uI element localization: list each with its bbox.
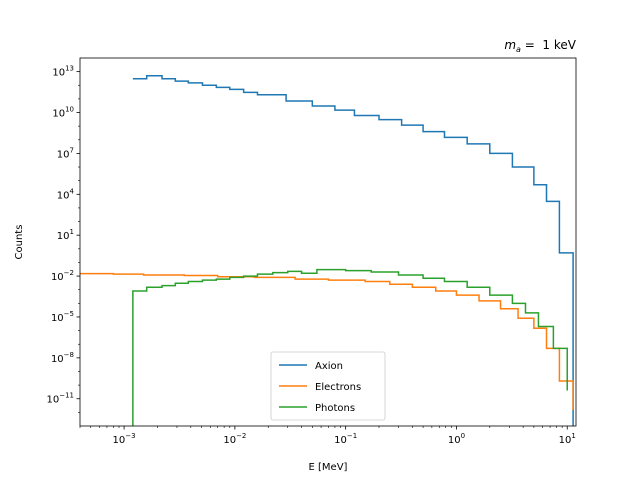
y-tick-label: 10−11 (46, 392, 74, 406)
legend-label-axion: Axion (315, 361, 343, 372)
x-tick-label: 101 (559, 432, 576, 446)
x-axis-ticks: 10−3 10−2 10−1 100 101 (79, 426, 576, 446)
y-tick-label: 1013 (52, 65, 74, 79)
title-rest: = 1 keV (521, 38, 577, 52)
chart-title: ma = 1 keV (504, 38, 576, 54)
series-line-axion (132, 74, 574, 426)
y-tick-label: 104 (57, 187, 75, 201)
axes-frame (79, 57, 577, 427)
legend-label-photons: Photons (315, 403, 355, 414)
series-line-electrons (80, 272, 574, 410)
y-tick-label: 101 (57, 228, 74, 242)
y-tick-label: 10−8 (51, 351, 74, 365)
title-math: m (504, 38, 516, 52)
series-line-photons (132, 268, 568, 426)
y-tick-label: 107 (57, 146, 74, 160)
y-tick-label: 10−2 (51, 269, 74, 283)
y-axis-label: Counts (14, 225, 25, 260)
x-tick-label: 10−3 (113, 432, 136, 446)
plot-area (79, 57, 577, 427)
y-tick-label: 1010 (52, 106, 74, 120)
legend-label-electrons: Electrons (315, 382, 361, 393)
y-axis-ticks: 1013 1010 107 104 101 10−2 10−5 10−8 10−11 (46, 65, 80, 413)
x-tick-label: 100 (448, 432, 465, 446)
legend: Axion Electrons Photons (270, 351, 386, 421)
title-subscript: a (516, 45, 521, 54)
y-tick-label: 10−5 (51, 310, 74, 324)
x-tick-label: 10−2 (223, 432, 246, 446)
x-tick-label: 10−1 (334, 432, 357, 446)
x-axis-label: E [MeV] (309, 462, 348, 473)
legend-box (270, 351, 386, 421)
series-layer (80, 74, 574, 426)
